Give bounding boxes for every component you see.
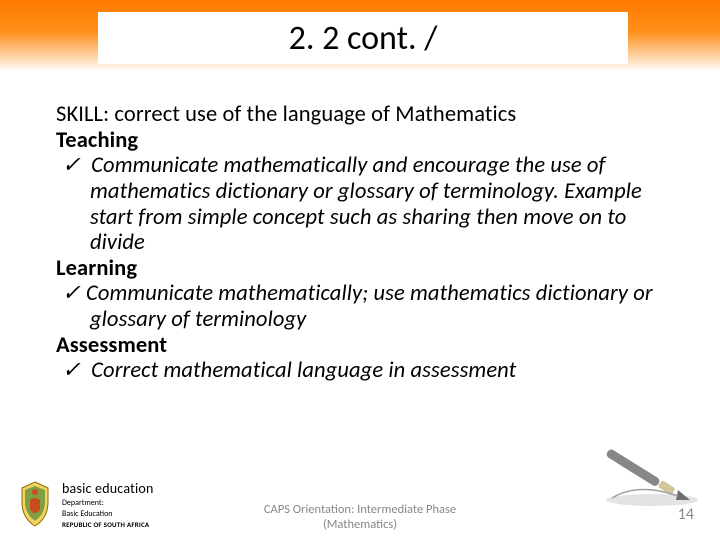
teaching-bullet-text: Communicate mathematically and encourage… [86, 152, 642, 256]
slide: 2. 2 cont. / SKILL: correct use of the l… [0, 0, 720, 540]
gov-logo: basic education Department: Basic Educat… [14, 476, 194, 532]
teaching-bullet: ✓ Communicate mathematically and encoura… [56, 153, 676, 256]
assessment-bullet-text: Correct mathematical language in assessm… [86, 357, 516, 384]
skill-line: SKILL: correct use of the language of Ma… [56, 102, 676, 128]
learning-bullet: ✓Communicate mathematically; use mathema… [56, 281, 676, 332]
slide-title: 2. 2 cont. / [289, 18, 438, 59]
check-icon: ✓ [62, 153, 86, 179]
content-area: SKILL: correct use of the language of Ma… [56, 102, 676, 384]
check-icon: ✓ [62, 358, 86, 384]
logo-line2b: Basic Education [62, 509, 154, 519]
pen-decor-icon [592, 430, 702, 510]
coat-of-arms-icon [14, 480, 56, 528]
assessment-heading: Assessment [56, 333, 676, 359]
assessment-bullet: ✓ Correct mathematical language in asses… [56, 358, 676, 384]
logo-line3: REPUBLIC OF SOUTH AFRICA [62, 520, 154, 529]
title-box: 2. 2 cont. / [98, 12, 628, 64]
learning-heading: Learning [56, 256, 676, 282]
logo-line1: basic education [62, 480, 154, 497]
logo-text: basic education Department: Basic Educat… [62, 480, 154, 529]
check-icon: ✓ [62, 281, 86, 307]
logo-line2: Department: [62, 498, 154, 508]
teaching-heading: Teaching [56, 128, 676, 154]
learning-bullet-text: Communicate mathematically; use mathemat… [86, 280, 653, 333]
